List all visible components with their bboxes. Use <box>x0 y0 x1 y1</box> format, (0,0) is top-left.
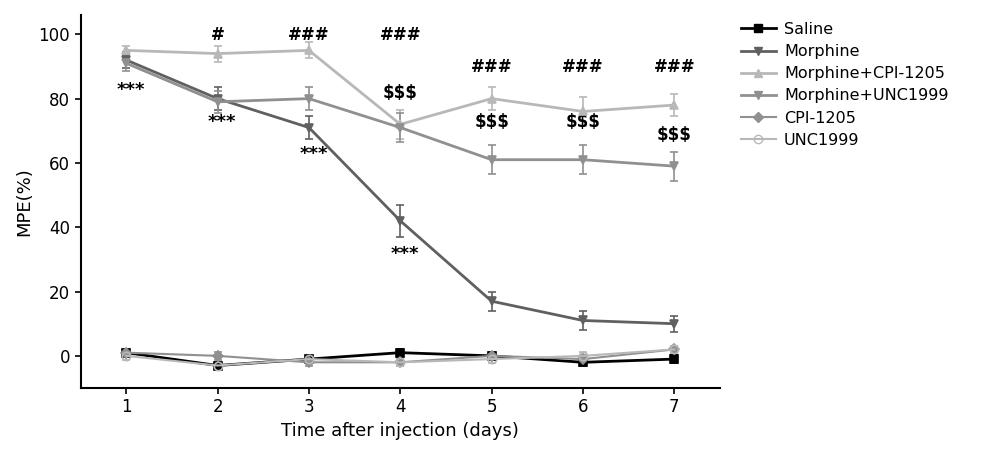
Text: ###: ### <box>562 58 604 76</box>
Text: ###: ### <box>288 26 330 44</box>
Text: ***: *** <box>208 113 236 131</box>
Text: $$$: $$$ <box>657 126 692 144</box>
Text: ###: ### <box>654 58 695 76</box>
Text: ###: ### <box>471 58 512 76</box>
Text: ***: *** <box>391 245 419 263</box>
Text: ***: *** <box>299 145 328 163</box>
Text: $$$: $$$ <box>474 113 509 131</box>
Text: ###: ### <box>379 26 421 44</box>
Legend: Saline, Morphine, Morphine+CPI-1205, Morphine+UNC1999, CPI-1205, UNC1999: Saline, Morphine, Morphine+CPI-1205, Mor… <box>734 15 955 154</box>
Text: $$$: $$$ <box>383 84 418 102</box>
Text: ***: *** <box>117 81 145 99</box>
X-axis label: Time after injection (days): Time after injection (days) <box>281 422 519 440</box>
Text: $$$: $$$ <box>566 113 600 131</box>
Y-axis label: MPE(%): MPE(%) <box>15 167 33 236</box>
Text: #: # <box>211 26 225 44</box>
